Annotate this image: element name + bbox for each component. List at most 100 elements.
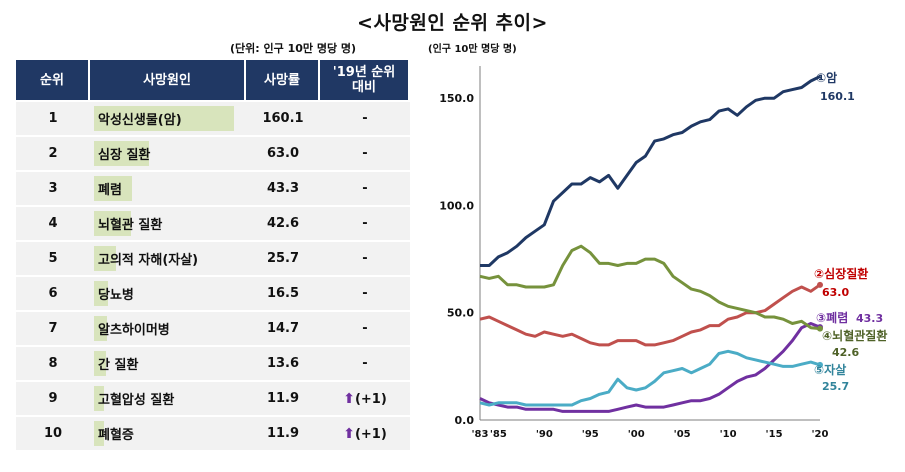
rate-cell: 43.3 bbox=[246, 172, 320, 205]
table-row: 4 뇌혈관 질환 42.6- bbox=[16, 207, 410, 240]
series-name-label: ⑤자살 bbox=[814, 362, 846, 377]
table-row: 5 고의적 자해(자살) 25.7- bbox=[16, 242, 410, 275]
up-arrow-icon: ⬆ bbox=[343, 390, 355, 407]
chart-unit-label: (인구 10만 명당 명) bbox=[428, 44, 517, 55]
series-value-label: 63.0 bbox=[822, 286, 849, 299]
header-change: '19년 순위 대비 bbox=[320, 60, 410, 100]
change-cell: ⬆(+1) bbox=[320, 382, 410, 415]
up-arrow-icon: ⬆ bbox=[343, 425, 355, 442]
header-rank: 순위 bbox=[16, 60, 90, 100]
cause-cell: 알츠하이머병 bbox=[90, 312, 246, 345]
rate-bar bbox=[94, 141, 150, 166]
cause-label: 폐혈증 bbox=[98, 428, 134, 443]
rate-cell: 13.6 bbox=[246, 347, 320, 380]
table-row: 1 악성신생물(암) 160.1- bbox=[16, 102, 410, 135]
cause-cell: 뇌혈관 질환 bbox=[90, 207, 246, 240]
cause-cell: 폐렴 bbox=[90, 172, 246, 205]
rate-bar bbox=[94, 351, 106, 376]
cause-cell: 고혈압성 질환 bbox=[90, 382, 246, 415]
x-tick-label: '85 bbox=[490, 429, 507, 440]
series-name-label: ④뇌혈관질환 bbox=[822, 328, 887, 343]
rate-cell: 11.9 bbox=[246, 417, 320, 450]
change-label: (+1) bbox=[354, 391, 387, 407]
cause-label: 고혈압성 질환 bbox=[98, 393, 175, 408]
series-end-marker bbox=[817, 325, 823, 332]
change-cell: - bbox=[320, 102, 410, 135]
rate-cell: 160.1 bbox=[246, 102, 320, 135]
series-value-label: 160.1 bbox=[820, 90, 855, 103]
table-row: 7 알츠하이머병 14.7- bbox=[16, 312, 410, 345]
rank-cell: 9 bbox=[16, 382, 90, 415]
header-rate: 사망률 bbox=[246, 60, 320, 100]
x-tick-label: '95 bbox=[582, 429, 599, 440]
cause-cell: 폐혈증 bbox=[90, 417, 246, 450]
change-cell: - bbox=[320, 277, 410, 310]
cause-label: 간 질환 bbox=[98, 358, 139, 373]
x-tick-label: '20 bbox=[812, 429, 829, 440]
series-line-3 bbox=[479, 322, 821, 413]
series-line-5 bbox=[479, 349, 821, 407]
rank-cell: 6 bbox=[16, 277, 90, 310]
cause-label: 고의적 자해(자살) bbox=[98, 253, 199, 268]
rate-cell: 14.7 bbox=[246, 312, 320, 345]
x-tick-label: '10 bbox=[720, 429, 737, 440]
rate-cell: 63.0 bbox=[246, 137, 320, 170]
rank-cell: 3 bbox=[16, 172, 90, 205]
rate-bar bbox=[94, 421, 105, 446]
rate-bar bbox=[94, 176, 132, 201]
change-cell: - bbox=[320, 172, 410, 205]
x-tick-label: '05 bbox=[674, 429, 691, 440]
rank-cell: 5 bbox=[16, 242, 90, 275]
x-tick-label: '15 bbox=[766, 429, 783, 440]
series-line-2 bbox=[479, 283, 821, 347]
series-value-label: 43.3 bbox=[856, 312, 883, 325]
series-value-label: 42.6 bbox=[832, 346, 859, 359]
rank-cell: 4 bbox=[16, 207, 90, 240]
cause-cell: 고의적 자해(자살) bbox=[90, 242, 246, 275]
series-value-label: 25.7 bbox=[822, 380, 849, 393]
rate-cell: 42.6 bbox=[246, 207, 320, 240]
x-tick-label: '90 bbox=[536, 429, 553, 440]
cause-cell: 당뇨병 bbox=[90, 277, 246, 310]
table-row: 3 폐렴 43.3- bbox=[16, 172, 410, 205]
rate-bar bbox=[94, 246, 117, 271]
table-row: 10 폐혈증 11.9 ⬆(+1) bbox=[16, 417, 410, 450]
rate-bar bbox=[94, 211, 132, 236]
cause-cell: 간 질환 bbox=[90, 347, 246, 380]
header-cause: 사망원인 bbox=[90, 60, 246, 100]
death-rate-line-chart: 0.0 50.0 100.0 150.0 '83'85 '90 '95 '00 '05 '10 '1… bbox=[439, 66, 887, 440]
series-name-label: ②심장질환 bbox=[814, 266, 868, 281]
rank-cell: 8 bbox=[16, 347, 90, 380]
change-cell: - bbox=[320, 312, 410, 345]
rate-cell: 25.7 bbox=[246, 242, 320, 275]
cause-label: 폐렴 bbox=[98, 183, 122, 198]
y-tick-label: 50.0 bbox=[447, 307, 474, 320]
table-unit-label: (단위: 인구 10만 명당 명) bbox=[230, 42, 357, 55]
rate-bar bbox=[94, 281, 109, 306]
series-line-1 bbox=[480, 75, 821, 267]
rate-bar bbox=[94, 106, 234, 131]
death-cause-ranking-table: 순위 사망원인 사망률 '19년 순위 대비 1 악성신생물(암) 160.1-2 심… bbox=[16, 58, 410, 452]
change-cell: - bbox=[320, 137, 410, 170]
cause-cell: 심장 질환 bbox=[90, 137, 246, 170]
y-tick-label: 150.0 bbox=[439, 92, 474, 105]
change-cell: - bbox=[320, 207, 410, 240]
rate-bar bbox=[94, 316, 107, 341]
table-header-row: 순위 사망원인 사망률 '19년 순위 대비 bbox=[16, 60, 410, 100]
x-tick-label: '00 bbox=[628, 429, 645, 440]
rate-cell: 16.5 bbox=[246, 277, 320, 310]
cause-label: 심장 질환 bbox=[98, 148, 151, 163]
rank-cell: 2 bbox=[16, 137, 90, 170]
series-name-label: ①암 bbox=[816, 71, 837, 85]
series-end-marker bbox=[817, 281, 823, 288]
rank-cell: 10 bbox=[16, 417, 90, 450]
change-cell: - bbox=[320, 347, 410, 380]
table-body: 1 악성신생물(암) 160.1-2 심장 질환 63.0-3 폐렴 43.3-4 뇌혈관 질… bbox=[16, 102, 410, 450]
series-end-marker bbox=[817, 361, 823, 368]
cause-label: 알츠하이머병 bbox=[98, 323, 170, 338]
page-title: <사망원인 순위 추이> bbox=[357, 12, 548, 34]
table-row: 2 심장 질환 63.0- bbox=[16, 137, 410, 170]
table-row: 8 간 질환 13.6- bbox=[16, 347, 410, 380]
change-cell: ⬆(+1) bbox=[320, 417, 410, 450]
table-row: 9 고혈압성 질환 11.9 ⬆(+1) bbox=[16, 382, 410, 415]
